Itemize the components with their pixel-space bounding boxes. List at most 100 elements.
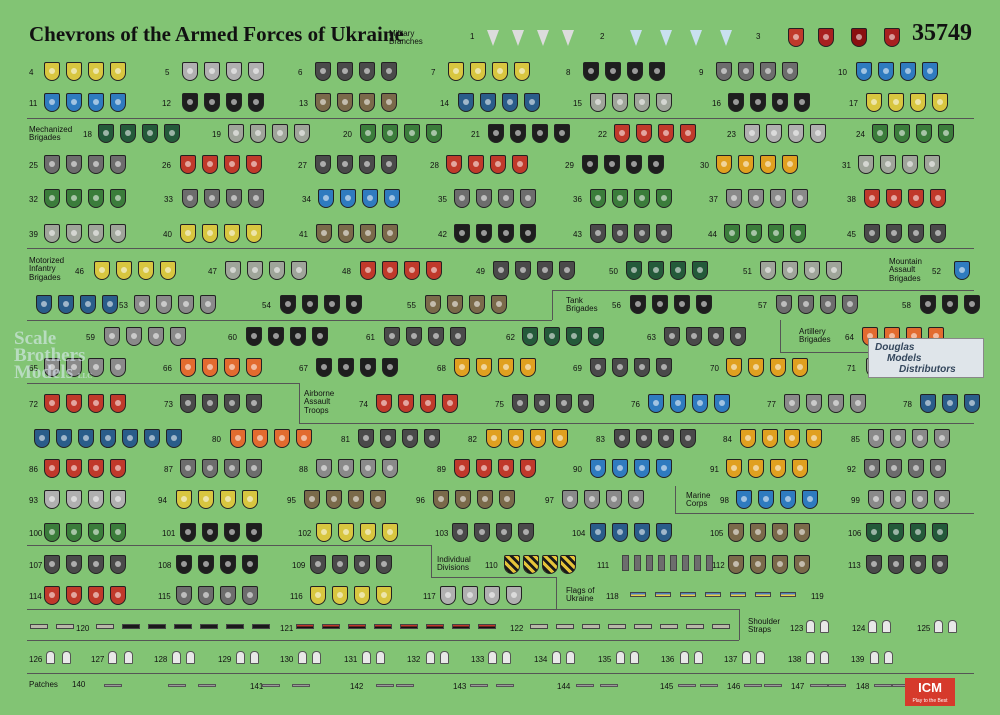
chevron-badge <box>246 224 262 243</box>
chevron-badge <box>744 124 760 143</box>
chevron-badge <box>360 358 376 377</box>
chevron-badge <box>104 327 120 346</box>
chevron-badge <box>476 224 492 243</box>
chevron-badge <box>474 523 490 542</box>
chevron-badge <box>806 394 822 413</box>
chevron-badge <box>458 93 474 112</box>
chevron-badge <box>316 358 332 377</box>
ribbon-strip <box>608 624 626 629</box>
chevron-badge <box>746 224 762 243</box>
chevron-badge <box>360 523 376 542</box>
chevron-badge <box>780 490 796 509</box>
branch-triangle <box>537 30 549 46</box>
decal-number: 92 <box>847 465 856 474</box>
chevron-badge <box>726 459 742 478</box>
chevron-badge <box>310 555 326 574</box>
shoulder-strap <box>868 620 877 633</box>
chevron-badge <box>315 155 331 174</box>
chevron-badge <box>766 124 782 143</box>
chevron-badge <box>728 523 744 542</box>
chevron-badge <box>612 358 628 377</box>
chevron-badge <box>772 93 788 112</box>
separator <box>556 577 557 609</box>
decal-number: 42 <box>438 230 447 239</box>
chevron-badge <box>930 189 946 208</box>
chevron-badge <box>506 586 522 605</box>
chevron-badge <box>932 555 948 574</box>
chevron-badge <box>44 490 60 509</box>
ribbon-strip <box>712 624 730 629</box>
chevron-badge <box>338 523 354 542</box>
chevron-badge <box>246 155 262 174</box>
chevron-badge <box>934 490 950 509</box>
chevron-badge <box>648 261 664 280</box>
chevron-badge <box>469 295 485 314</box>
chevron-badge <box>964 295 980 314</box>
chevron-badge <box>784 429 800 448</box>
decal-number: 110 <box>485 561 498 570</box>
chevron-badge <box>346 295 362 314</box>
patch-strip <box>496 684 514 687</box>
decal-number: 35 <box>438 195 447 204</box>
chevron-badge <box>842 295 858 314</box>
chevron-badge <box>894 124 910 143</box>
decal-number: 77 <box>767 400 776 409</box>
chevron-badge <box>588 327 604 346</box>
decal-number: 131 <box>344 655 358 664</box>
separator <box>780 320 781 352</box>
chevron-badge <box>738 62 754 81</box>
division-bar <box>634 555 641 571</box>
chevron-badge <box>66 459 82 478</box>
chevron-badge <box>534 394 550 413</box>
branch-triangle <box>660 30 672 46</box>
chevron-badge <box>537 261 553 280</box>
division-badge <box>560 555 576 574</box>
chevron-badge <box>590 189 606 208</box>
chevron-badge <box>66 394 82 413</box>
decal-number: 134 <box>534 655 548 664</box>
decal-number: 120 <box>76 624 90 633</box>
chevron-badge <box>315 62 331 81</box>
chevron-badge <box>88 93 104 112</box>
separator <box>431 577 556 578</box>
chevron-badge <box>508 429 524 448</box>
shoulder-strap <box>172 651 181 664</box>
chevron-badge <box>930 459 946 478</box>
division-badge <box>523 555 539 574</box>
chevron-badge <box>496 523 512 542</box>
decal-number: 73 <box>164 400 173 409</box>
decal-number: 41 <box>299 230 308 239</box>
decal-number: 74 <box>359 400 368 409</box>
chevron-badge <box>450 327 466 346</box>
decal-number: 76 <box>631 400 640 409</box>
chevron-badge <box>312 327 328 346</box>
decal-number: 101 <box>162 529 176 538</box>
chevron-badge <box>280 295 296 314</box>
decal-number: 52 <box>932 267 941 276</box>
decal-number: 71 <box>847 364 856 373</box>
chevron-badge <box>381 93 397 112</box>
chevron-badge <box>916 124 932 143</box>
decal-number: 69 <box>573 364 582 373</box>
chevron-badge <box>176 490 192 509</box>
patch-strip <box>874 684 892 687</box>
chevron-badge <box>296 429 312 448</box>
chevron-badge <box>102 295 118 314</box>
decal-number: 2 <box>600 32 605 41</box>
chevron-badge <box>559 261 575 280</box>
ribbon-strip <box>122 624 140 629</box>
chevron-badge <box>510 124 526 143</box>
chevron-badge <box>890 490 906 509</box>
chevron-badge <box>866 523 882 542</box>
chevron-badge <box>583 62 599 81</box>
label-artillery-brigades: Artillery Brigades <box>799 327 831 345</box>
chevron-badge <box>930 224 946 243</box>
decal-number: 70 <box>710 364 719 373</box>
shoulder-strap <box>882 620 891 633</box>
chevron-badge <box>612 224 628 243</box>
chevron-badge <box>44 155 60 174</box>
chevron-badge <box>338 224 354 243</box>
decal-number: 47 <box>208 267 217 276</box>
decal-number: 86 <box>29 465 38 474</box>
chevron-badge <box>246 459 262 478</box>
